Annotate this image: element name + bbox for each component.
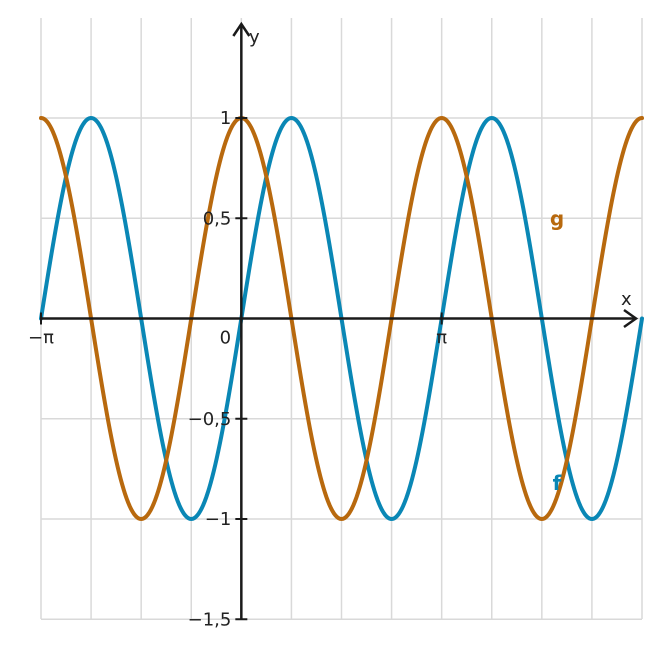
y-axis-arrow (232, 21, 251, 37)
chart-ticks: −π 0 π 1 0,5 −0,5 −1 −1,5 (28, 108, 447, 630)
x-axis-arrow (623, 308, 639, 329)
y-tick-label: −1,5 (188, 609, 232, 630)
x-tick-label: −π (28, 328, 54, 349)
x-tick-label: 0 (220, 328, 231, 349)
y-tick-label: −0,5 (188, 409, 232, 430)
chart-axes (41, 21, 639, 619)
y-tick-label: 1 (220, 108, 231, 129)
series-g-line (39, 116, 644, 522)
series-g-label: g (550, 206, 564, 230)
x-tick-label: π (436, 328, 447, 349)
x-axis-label: x (621, 289, 632, 310)
y-axis-label: y (249, 27, 260, 48)
chart-labels: x y f g (249, 27, 632, 495)
y-tick-label: 0,5 (203, 208, 232, 229)
series-f-label: f (553, 471, 562, 495)
y-tick-label: −1 (205, 509, 232, 530)
